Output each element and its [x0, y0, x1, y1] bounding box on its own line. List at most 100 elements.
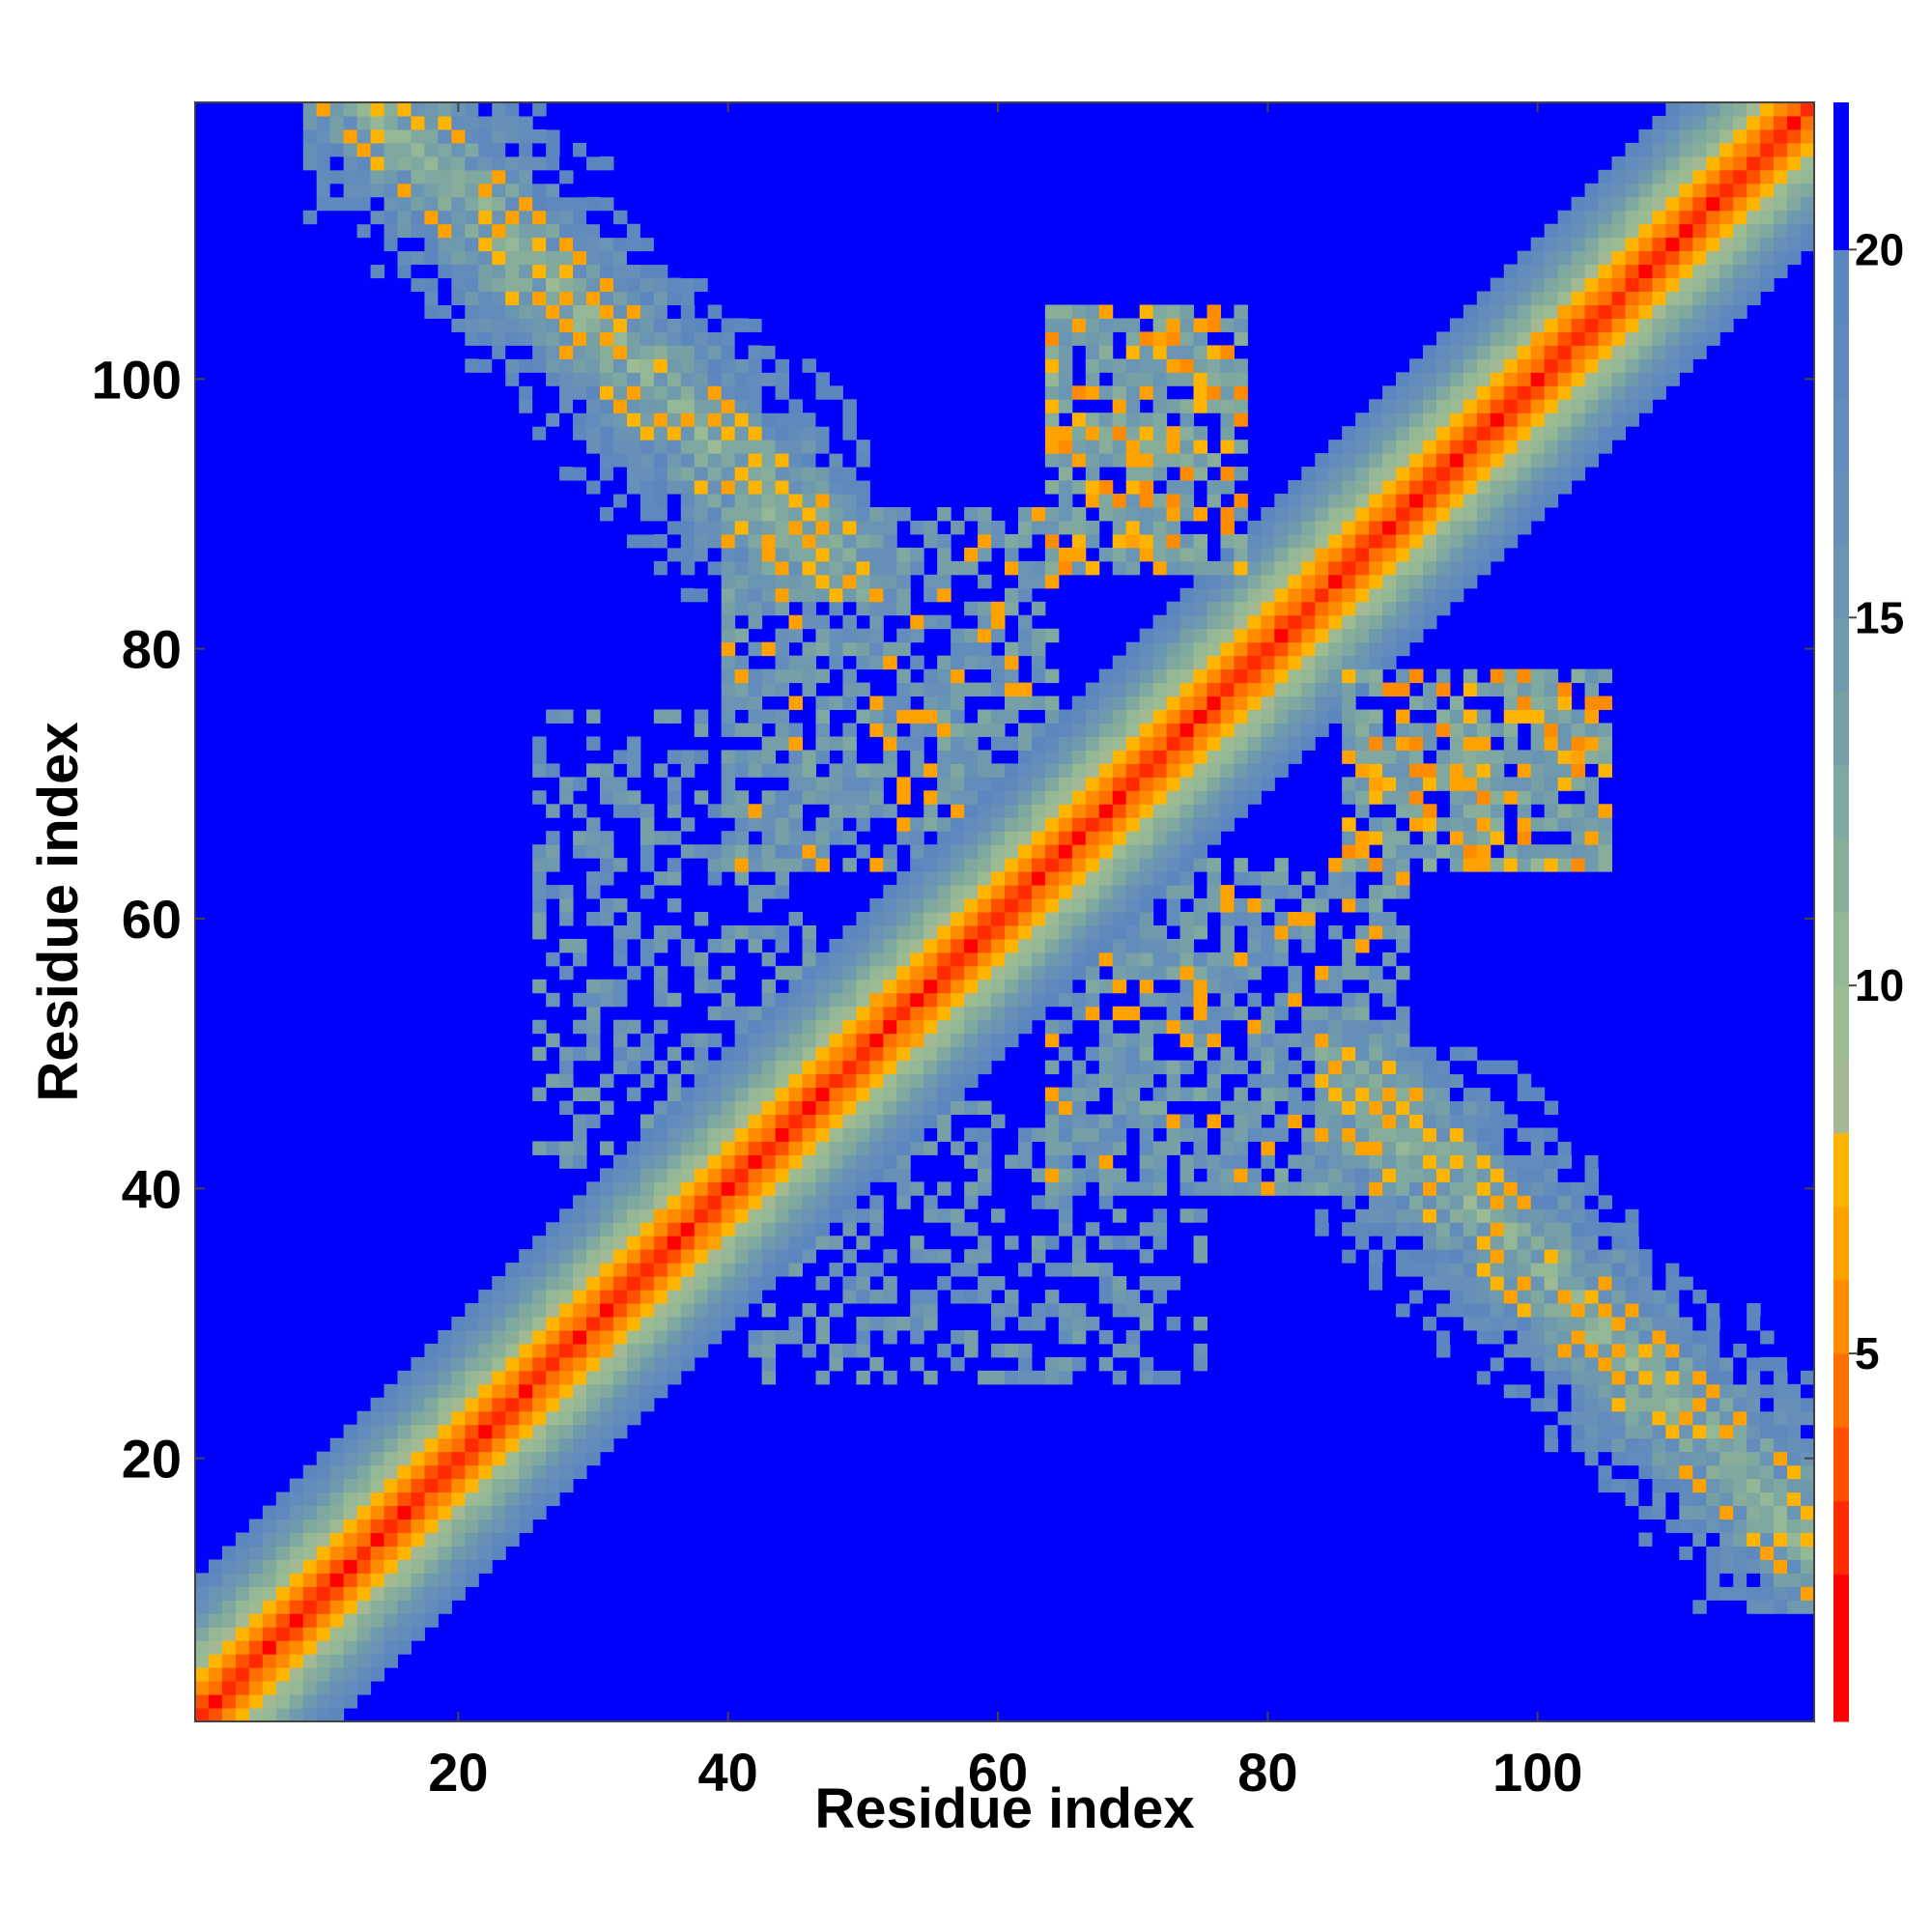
heatmap-cell [1058, 1222, 1073, 1236]
heatmap-cell [1098, 1329, 1114, 1345]
heatmap-cell [465, 1370, 479, 1385]
heatmap-cell [923, 1249, 938, 1264]
heatmap-cell [1125, 453, 1141, 468]
heatmap-cell [815, 426, 830, 440]
heatmap-cell [748, 1060, 763, 1075]
heatmap-cell [883, 1168, 897, 1182]
heatmap-cell [1422, 1276, 1437, 1291]
heatmap-cell [653, 992, 668, 1008]
heatmap-cell [1328, 924, 1343, 940]
heatmap-cell [680, 264, 696, 279]
heatmap-cell [1193, 385, 1208, 400]
heatmap-cell [1112, 1141, 1127, 1155]
heatmap-cell [519, 1263, 533, 1277]
heatmap-cell [910, 1329, 924, 1345]
heatmap-cell [1017, 912, 1033, 926]
heatmap-cell [1179, 979, 1195, 994]
heatmap-cell [748, 1019, 763, 1035]
heatmap-cell [815, 1087, 830, 1102]
heatmap-cell [1355, 858, 1370, 872]
heatmap-cell [1544, 1343, 1559, 1358]
heatmap-cell [734, 440, 750, 454]
heatmap-cell [519, 345, 533, 359]
heatmap-cell [910, 1033, 924, 1048]
heatmap-cell [1571, 318, 1586, 332]
heatmap-cell [1166, 817, 1181, 832]
heatmap-cell [1544, 1397, 1559, 1412]
heatmap-cell [978, 898, 992, 913]
heatmap-cell [1247, 736, 1262, 751]
heatmap-cell [1571, 844, 1586, 859]
heatmap-cell [1503, 1383, 1519, 1399]
heatmap-cell [559, 1451, 574, 1466]
heatmap-cell [1166, 1087, 1181, 1102]
heatmap-cell [964, 1329, 979, 1345]
heatmap-cell [1044, 898, 1060, 913]
heatmap-cell [546, 264, 560, 279]
heatmap-cell [1125, 682, 1141, 697]
heatmap-cell [653, 1208, 668, 1223]
heatmap-cell [829, 574, 843, 589]
heatmap-cell [600, 1343, 614, 1358]
heatmap-cell [1476, 736, 1492, 751]
heatmap-cell [721, 763, 736, 778]
heatmap-cell [910, 1141, 924, 1155]
heatmap-cell [1463, 385, 1478, 400]
heatmap-cell [1530, 1195, 1546, 1209]
heatmap-cell [680, 1195, 696, 1209]
heatmap-cell [573, 1437, 587, 1453]
heatmap-cell [1449, 1127, 1464, 1142]
heatmap-cell [586, 304, 601, 319]
heatmap-cell [1369, 777, 1383, 791]
heatmap-cell [734, 668, 750, 684]
heatmap-cell [478, 1546, 493, 1560]
heatmap-cell [1435, 372, 1451, 386]
heatmap-cell [1044, 331, 1060, 346]
heatmap-cell [653, 318, 668, 332]
heatmap-cell [586, 237, 601, 252]
heatmap-cell [1557, 237, 1573, 252]
heatmap-cell [370, 237, 385, 252]
heatmap-cell [1261, 1046, 1275, 1062]
heatmap-cell [856, 1019, 870, 1035]
heatmap-cell [1530, 1249, 1546, 1264]
heatmap-cell [1005, 1006, 1019, 1021]
heatmap-cell [1234, 804, 1248, 818]
heatmap-cell [612, 507, 628, 522]
heatmap-cell [1193, 533, 1208, 549]
heatmap-cell [1422, 1141, 1437, 1155]
heatmap-cell [1435, 399, 1451, 413]
heatmap-cell [1125, 560, 1141, 576]
heatmap-cell [1005, 844, 1019, 859]
heatmap-cell [465, 1464, 479, 1480]
heatmap-cell [815, 1046, 830, 1062]
heatmap-cell [1179, 777, 1195, 791]
heatmap-cell [600, 871, 614, 886]
heatmap-cell [1463, 547, 1478, 562]
heatmap-cell [492, 250, 506, 266]
heatmap-cell [1139, 1168, 1154, 1182]
heatmap-cell [1139, 385, 1154, 400]
heatmap-cell [978, 682, 992, 697]
heatmap-cell [519, 304, 533, 319]
heatmap-cell [1017, 844, 1033, 859]
heatmap-cell [761, 547, 777, 562]
heatmap-cell [1112, 494, 1127, 508]
heatmap-cell [1530, 385, 1546, 400]
heatmap-cell [856, 1046, 870, 1062]
heatmap-cell [788, 1329, 803, 1345]
heatmap-cell [1152, 1181, 1168, 1196]
heatmap-cell [626, 385, 641, 400]
heatmap-cell [478, 1290, 493, 1304]
heatmap-cell [734, 1222, 750, 1236]
heatmap-cell [343, 1437, 358, 1453]
heatmap-cell [559, 358, 574, 373]
heatmap-cell [1476, 804, 1492, 818]
heatmap-cell [775, 885, 790, 899]
heatmap-cell [1044, 1181, 1060, 1196]
heatmap-cell [397, 1519, 412, 1533]
heatmap-cell [600, 507, 614, 522]
heatmap-cell [721, 938, 736, 953]
heatmap-cell [235, 1627, 250, 1641]
heatmap-cell [438, 304, 452, 319]
